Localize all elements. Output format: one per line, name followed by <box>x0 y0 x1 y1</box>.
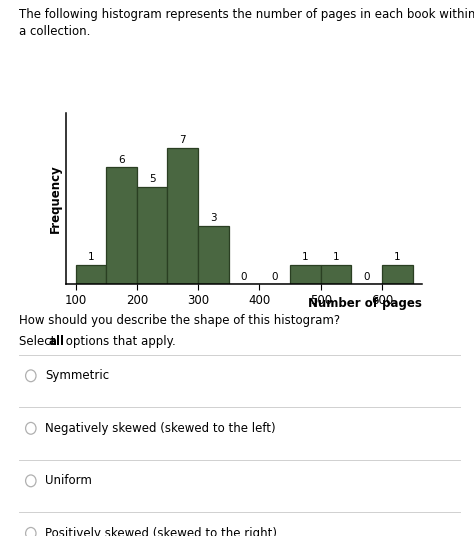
Text: Symmetric: Symmetric <box>45 369 109 382</box>
Text: 1: 1 <box>333 252 339 262</box>
Text: 1: 1 <box>88 252 94 262</box>
Text: 5: 5 <box>149 174 155 184</box>
Bar <box>75 265 106 284</box>
Bar <box>321 265 351 284</box>
Bar <box>382 265 413 284</box>
Bar <box>106 167 137 284</box>
Text: The following histogram represents the number of pages in each book within
a col: The following histogram represents the n… <box>19 8 474 38</box>
Text: Uniform: Uniform <box>45 474 92 487</box>
Text: 0: 0 <box>241 272 247 282</box>
Bar <box>167 147 198 284</box>
Bar <box>198 226 229 284</box>
Text: 1: 1 <box>302 252 309 262</box>
Text: Negatively skewed (skewed to the left): Negatively skewed (skewed to the left) <box>45 422 276 435</box>
Text: Select: Select <box>19 335 59 348</box>
Text: Number of pages: Number of pages <box>308 297 422 310</box>
Text: 3: 3 <box>210 213 217 224</box>
Bar <box>290 265 321 284</box>
Text: 0: 0 <box>272 272 278 282</box>
Bar <box>137 187 167 284</box>
Text: 6: 6 <box>118 155 125 165</box>
Text: options that apply.: options that apply. <box>62 335 175 348</box>
Text: 1: 1 <box>394 252 401 262</box>
Text: 7: 7 <box>180 135 186 145</box>
Y-axis label: Frequency: Frequency <box>49 164 62 233</box>
Text: How should you describe the shape of this histogram?: How should you describe the shape of thi… <box>19 314 340 326</box>
Text: 0: 0 <box>364 272 370 282</box>
Text: Positively skewed (skewed to the right): Positively skewed (skewed to the right) <box>45 527 277 536</box>
Text: all: all <box>48 335 64 348</box>
